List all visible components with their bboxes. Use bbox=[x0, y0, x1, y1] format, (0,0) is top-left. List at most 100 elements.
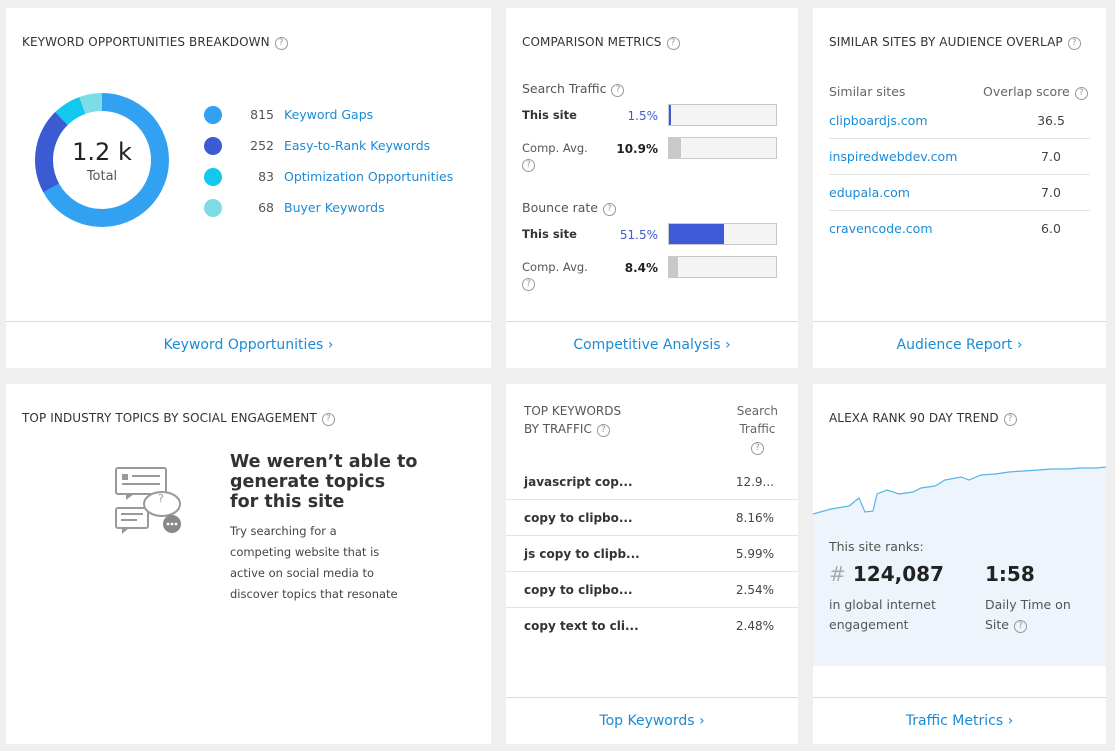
industry-topics-card: TOP INDUSTRY TOPICS BY SOCIAL ENGAGEMENT… bbox=[6, 384, 491, 744]
card-title: ALEXA RANK 90 DAY TREND? bbox=[829, 411, 1017, 426]
help-icon[interactable]: ? bbox=[274, 37, 288, 50]
legend-link[interactable]: Keyword Gaps bbox=[284, 107, 374, 122]
help-icon[interactable]: ? bbox=[611, 84, 625, 97]
comp-avg-label: Comp. Avg.? bbox=[522, 260, 588, 291]
overlap-score: 7.0 bbox=[1041, 149, 1061, 164]
card-title: SIMILAR SITES BY AUDIENCE OVERLAP? bbox=[829, 35, 1081, 50]
traffic-value: 5.99% bbox=[735, 547, 774, 561]
this-site-value: 51.5% bbox=[619, 228, 658, 242]
hash-icon: # bbox=[829, 562, 846, 586]
legend-dot bbox=[204, 168, 222, 186]
traffic-value: 2.48% bbox=[735, 619, 774, 633]
bar-fill bbox=[669, 138, 681, 158]
help-icon[interactable]: ? bbox=[1003, 413, 1017, 426]
table-row: copy text to cli... 2.48% bbox=[506, 608, 798, 644]
daily-time-value: 1:58 bbox=[985, 562, 1035, 586]
help-icon[interactable]: ? bbox=[1074, 87, 1088, 100]
help-icon[interactable]: ? bbox=[522, 278, 535, 291]
keyword: copy to clipbo... bbox=[524, 583, 633, 597]
card-title: TOP INDUSTRY TOPICS BY SOCIAL ENGAGEMENT… bbox=[22, 411, 335, 426]
comp-avg-value: 10.9% bbox=[616, 142, 658, 156]
bar-fill bbox=[669, 224, 725, 244]
site-link[interactable]: cravencode.com bbox=[829, 221, 933, 236]
column-header-search-traffic: Search Traffic ? bbox=[736, 404, 778, 455]
rank-description: in global internet engagement bbox=[829, 597, 936, 632]
rank-trend-chart bbox=[813, 466, 1106, 666]
column-header-score: Overlap score? bbox=[983, 84, 1088, 100]
traffic-value: 8.16% bbox=[735, 511, 774, 525]
card-title: KEYWORD OPPORTUNITIES BREAKDOWN? bbox=[22, 35, 288, 50]
keyword: js copy to clipb... bbox=[524, 547, 640, 561]
top-keywords-link[interactable]: Top Keywords › bbox=[506, 697, 798, 744]
traffic-metrics-link[interactable]: Traffic Metrics › bbox=[813, 697, 1106, 744]
legend-count: 252 bbox=[250, 138, 274, 153]
comp-avg-label: Comp. Avg.? bbox=[522, 141, 588, 172]
traffic-value: 2.54% bbox=[735, 583, 774, 597]
alexa-rank-card: ALEXA RANK 90 DAY TREND? This site ranks… bbox=[813, 384, 1106, 744]
traffic-value: 12.9... bbox=[735, 475, 774, 489]
audience-report-link[interactable]: Audience Report › bbox=[813, 321, 1106, 368]
help-icon[interactable]: ? bbox=[522, 159, 535, 172]
legend-dot bbox=[204, 199, 222, 217]
help-icon[interactable]: ? bbox=[750, 442, 764, 455]
ranks-label: This site ranks: bbox=[829, 539, 924, 554]
competitive-analysis-link[interactable]: Competitive Analysis › bbox=[506, 321, 798, 368]
legend-count: 83 bbox=[258, 169, 274, 184]
table-row: copy to clipbo... 8.16% bbox=[506, 500, 798, 536]
this-site-label: This site bbox=[522, 108, 577, 122]
donut-segment[interactable] bbox=[35, 93, 169, 227]
table-row: cravencode.com 6.0 bbox=[829, 211, 1090, 247]
donut-total-label: Total bbox=[86, 169, 118, 184]
table-row: javascript cop... 12.9... bbox=[506, 464, 798, 500]
keyword: copy to clipbo... bbox=[524, 511, 633, 525]
help-icon[interactable]: ? bbox=[603, 203, 616, 216]
site-link[interactable]: clipboardjs.com bbox=[829, 113, 928, 128]
top-keywords-card: TOP KEYWORDS BY TRAFFIC? Search Traffic … bbox=[506, 384, 798, 744]
site-link[interactable]: inspiredwebdev.com bbox=[829, 149, 958, 164]
help-icon[interactable]: ? bbox=[1014, 620, 1027, 633]
card-title: TOP KEYWORDS BY TRAFFIC? bbox=[524, 404, 622, 437]
table-row: edupala.com 7.0 bbox=[829, 175, 1090, 211]
donut-chart bbox=[35, 93, 169, 227]
empty-state-heading: We weren’t able to generate topics for t… bbox=[230, 452, 418, 512]
comp-avg-bar bbox=[668, 256, 777, 278]
this-site-bar bbox=[668, 104, 777, 126]
help-icon[interactable]: ? bbox=[596, 424, 610, 437]
site-link[interactable]: edupala.com bbox=[829, 185, 910, 200]
overlap-score: 36.5 bbox=[1037, 113, 1065, 128]
this-site-value: 1.5% bbox=[627, 109, 659, 123]
bar-fill bbox=[669, 257, 678, 277]
column-header-site: Similar sites bbox=[829, 84, 906, 99]
help-icon[interactable]: ? bbox=[321, 413, 335, 426]
this-site-bar bbox=[668, 223, 777, 245]
legend-link[interactable]: Buyer Keywords bbox=[284, 200, 385, 215]
card-title: COMPARISON METRICS? bbox=[522, 35, 680, 50]
donut-total-value: 1.2 k bbox=[72, 138, 132, 166]
table-row: clipboardjs.com 36.5 bbox=[829, 103, 1090, 139]
legend-dot bbox=[204, 106, 222, 124]
similar-sites-card: SIMILAR SITES BY AUDIENCE OVERLAP? Simil… bbox=[813, 8, 1106, 368]
legend-count: 68 bbox=[258, 200, 274, 215]
overlap-score: 6.0 bbox=[1041, 221, 1061, 236]
legend-link[interactable]: Optimization Opportunities bbox=[284, 169, 454, 184]
comparison-metrics-card: COMPARISON METRICS? Search Traffic? This… bbox=[506, 8, 798, 368]
bar-fill bbox=[669, 105, 671, 125]
help-icon[interactable]: ? bbox=[666, 37, 680, 50]
legend-link[interactable]: Easy-to-Rank Keywords bbox=[284, 138, 431, 153]
global-rank: # 124,087 bbox=[829, 562, 944, 586]
table-row: copy to clipbo... 2.54% bbox=[506, 572, 798, 608]
this-site-label: This site bbox=[522, 227, 577, 241]
chat-bubbles-icon: ? bbox=[115, 467, 181, 534]
table-row: inspiredwebdev.com 7.0 bbox=[829, 139, 1090, 175]
keyword-opportunities-link[interactable]: Keyword Opportunities › bbox=[6, 321, 491, 368]
donut-segment[interactable] bbox=[35, 93, 169, 227]
bounce-rate-heading: Bounce rate? bbox=[522, 200, 616, 216]
legend-count: 815 bbox=[250, 107, 274, 122]
search-traffic-heading: Search Traffic? bbox=[522, 81, 625, 97]
rank-value: 124,087 bbox=[852, 562, 944, 586]
table-row: js copy to clipb... 5.99% bbox=[506, 536, 798, 572]
help-icon[interactable]: ? bbox=[1067, 37, 1081, 50]
svg-text:?: ? bbox=[158, 492, 164, 505]
comp-avg-bar bbox=[668, 137, 777, 159]
daily-time-description: Daily Time on Site? bbox=[985, 597, 1071, 633]
